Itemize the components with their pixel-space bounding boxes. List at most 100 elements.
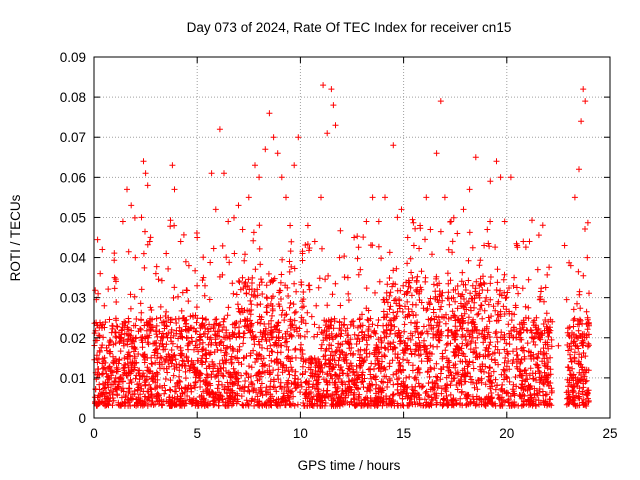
data-point	[97, 393, 103, 400]
data-point	[291, 265, 298, 272]
data-point	[292, 368, 299, 375]
data-point	[284, 353, 291, 360]
data-point	[226, 333, 233, 340]
data-point	[227, 394, 234, 401]
data-point	[133, 334, 139, 341]
data-point	[482, 402, 489, 409]
data-point	[400, 402, 407, 409]
data-point	[281, 317, 288, 324]
data-point	[404, 298, 411, 305]
data-point	[304, 222, 311, 229]
data-point	[112, 355, 119, 362]
data-point	[480, 333, 487, 340]
data-point	[445, 401, 452, 408]
data-point	[314, 376, 321, 383]
data-point	[517, 368, 524, 375]
data-point	[179, 401, 185, 408]
data-point	[102, 391, 109, 397]
data-point	[250, 387, 257, 394]
data-point	[256, 369, 263, 375]
data-point	[336, 354, 343, 361]
data-point	[468, 379, 474, 386]
data-point	[205, 363, 212, 369]
data-point	[353, 363, 360, 370]
data-point	[225, 369, 232, 376]
data-point	[231, 369, 238, 376]
data-point	[283, 343, 290, 350]
data-point	[280, 390, 287, 397]
data-point	[444, 327, 451, 334]
data-point	[514, 242, 521, 249]
data-point	[389, 392, 396, 399]
data-point	[162, 313, 169, 319]
data-point	[252, 333, 259, 340]
data-point	[118, 394, 125, 401]
data-point	[122, 361, 129, 368]
data-point	[300, 400, 307, 406]
data-point	[283, 381, 290, 388]
data-point	[437, 330, 444, 337]
data-point	[472, 339, 479, 346]
data-point	[450, 395, 457, 402]
data-point	[324, 130, 331, 137]
data-point	[463, 342, 470, 349]
data-point	[576, 166, 582, 173]
data-point	[408, 319, 414, 326]
data-point	[149, 398, 156, 405]
data-point	[172, 356, 179, 363]
data-point	[135, 328, 142, 335]
data-point	[136, 380, 143, 387]
data-point	[522, 367, 529, 373]
data-point	[277, 279, 284, 286]
data-point	[183, 400, 190, 407]
data-point	[499, 402, 506, 409]
data-point	[182, 362, 189, 369]
data-point	[458, 389, 465, 396]
data-point	[215, 402, 222, 409]
data-point	[184, 287, 191, 294]
data-point	[315, 379, 322, 386]
data-point	[332, 361, 339, 368]
data-point	[484, 287, 491, 294]
data-point	[188, 385, 195, 392]
data-point	[138, 334, 145, 341]
data-point	[135, 351, 142, 357]
data-point	[445, 333, 452, 339]
data-point	[452, 323, 459, 330]
data-point	[415, 334, 422, 341]
data-point	[437, 306, 443, 313]
data-point	[360, 234, 367, 241]
data-point	[134, 387, 141, 394]
data-point	[333, 348, 340, 355]
data-point	[534, 266, 541, 273]
data-point	[150, 376, 157, 383]
data-point	[579, 320, 586, 327]
data-point	[451, 312, 458, 319]
data-point	[340, 356, 347, 363]
data-point	[478, 302, 485, 309]
data-point	[268, 327, 275, 334]
data-point	[457, 293, 464, 300]
data-point	[235, 278, 242, 284]
data-point	[221, 170, 227, 177]
data-point	[523, 370, 530, 377]
data-point	[119, 324, 126, 331]
data-point	[163, 250, 170, 257]
data-point	[371, 366, 377, 372]
data-point	[184, 393, 191, 399]
data-point	[219, 372, 226, 379]
data-point	[449, 329, 455, 336]
data-point	[258, 279, 265, 286]
data-point	[216, 396, 223, 403]
data-point	[578, 354, 585, 361]
data-point	[421, 396, 428, 403]
data-point	[269, 348, 276, 355]
data-point	[409, 308, 415, 315]
data-point	[269, 334, 276, 340]
data-point	[102, 381, 109, 388]
data-point	[102, 366, 109, 373]
data-point	[526, 383, 533, 390]
data-point	[210, 397, 217, 404]
data-point	[174, 343, 181, 350]
data-point	[489, 350, 496, 357]
